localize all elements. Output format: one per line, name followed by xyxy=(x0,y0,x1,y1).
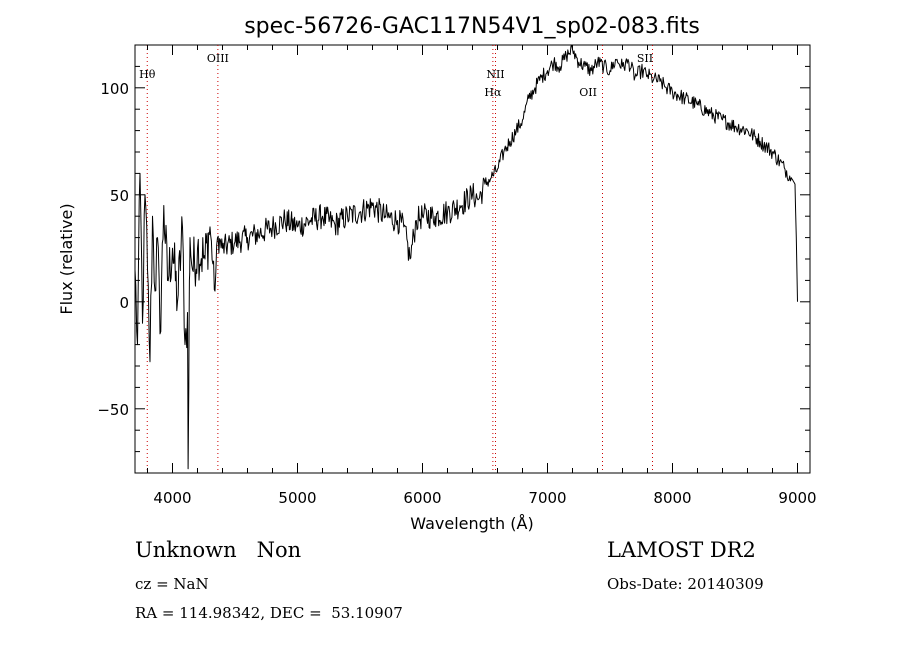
x-tick-label: 6000 xyxy=(403,489,441,507)
spectral-class: Unknown xyxy=(135,538,237,562)
y-axis-ticks: −50 0 50 100 xyxy=(97,44,810,474)
emission-line-label: Hα xyxy=(484,86,502,99)
emission-line-label: OIII xyxy=(207,52,229,65)
spectrum-series xyxy=(134,44,798,470)
classification: Unknown Non xyxy=(135,538,301,562)
x-tick-label: 5000 xyxy=(278,489,316,507)
plot-frame xyxy=(134,44,811,474)
x-axis-ticks: 4000 5000 6000 7000 8000 9000 xyxy=(147,45,817,507)
redshift-cz: cz = NaN xyxy=(135,575,209,593)
emission-line-label: OII xyxy=(579,86,597,99)
chart-title: spec-56726-GAC117N54V1_sp02-083.fits xyxy=(244,14,700,39)
observation-date: Obs-Date: 20140309 xyxy=(607,575,764,593)
ra-dec-coordinates: RA = 114.98342, DEC = 53.10907 xyxy=(135,604,403,622)
emission-line-labels: Hθ OIII NII Hα OII SII xyxy=(139,52,653,99)
y-tick-label: 0 xyxy=(119,294,129,312)
y-axis-label: Flux (relative) xyxy=(57,203,76,314)
emission-line-label: NII xyxy=(486,68,504,81)
emission-line-label: Hθ xyxy=(139,68,156,81)
x-tick-label: 4000 xyxy=(153,489,191,507)
x-axis-label: Wavelength (Å) xyxy=(410,514,533,533)
y-tick-label: 50 xyxy=(110,187,129,205)
y-tick-label: −50 xyxy=(97,401,129,419)
x-tick-label: 7000 xyxy=(528,489,566,507)
spectrum-line xyxy=(134,44,798,470)
spectral-subclass: Non xyxy=(256,538,302,562)
y-tick-label: 100 xyxy=(100,80,129,98)
emission-line-label: SII xyxy=(637,52,653,65)
x-tick-label: 9000 xyxy=(778,489,816,507)
survey-name: LAMOST DR2 xyxy=(607,538,756,562)
emission-marker-lines xyxy=(146,45,653,473)
x-tick-label: 8000 xyxy=(653,489,691,507)
